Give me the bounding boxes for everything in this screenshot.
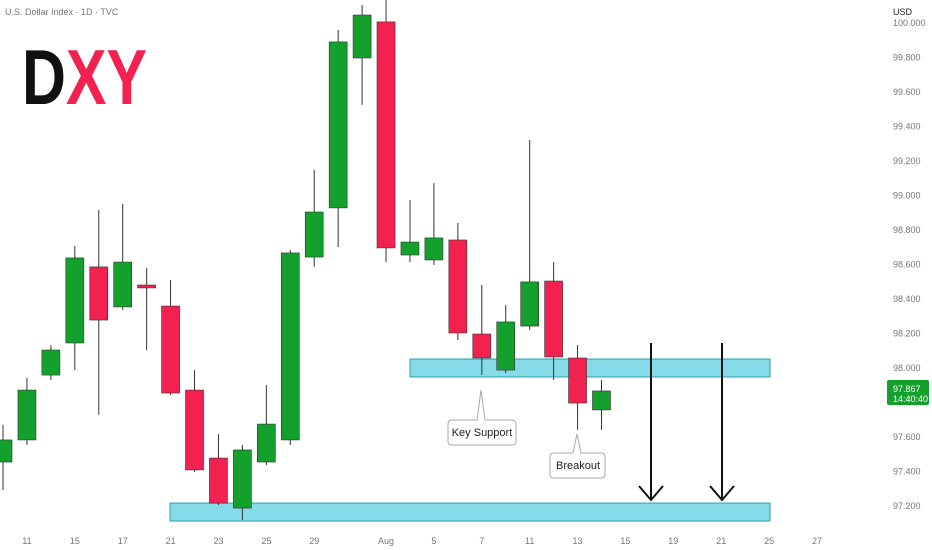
x-tick-label: 11: [525, 536, 534, 546]
chart-title: U.S. Dollar Index · 1D · TVC: [5, 7, 119, 17]
y-tick-label: 100.000: [893, 18, 926, 28]
x-tick-label: 15: [70, 536, 80, 546]
y-tick-label: 98.600: [893, 259, 921, 269]
logo-red: XY: [66, 34, 147, 121]
y-tick-label: 99.400: [893, 121, 921, 131]
candle-body: [352, 14, 372, 59]
x-tick-label: Aug: [378, 536, 394, 546]
candle-body: [472, 333, 492, 359]
y-tick-label: 97.600: [893, 432, 921, 442]
zone: [169, 502, 771, 522]
candle-body: [257, 423, 276, 463]
x-tick-label: 25: [261, 536, 271, 546]
callout-box: [549, 433, 606, 479]
callout-box: [447, 389, 517, 446]
x-tick-label: 29: [309, 536, 319, 546]
x-tick-label: 25: [764, 536, 774, 546]
price-tag-countdown: 14:40:40: [893, 394, 928, 404]
zone: [409, 358, 771, 378]
candle-body: [304, 211, 324, 258]
x-tick-label: 5: [431, 536, 436, 546]
currency: USD: [893, 7, 913, 17]
candle-body: [400, 241, 420, 256]
y-tick-label: 99.000: [893, 190, 921, 200]
x-tick-label: 15: [620, 536, 630, 546]
x-tick-label: 19: [668, 536, 678, 546]
x-tick-label: 27: [812, 536, 822, 546]
price-tag: [887, 379, 929, 405]
candle-body: [209, 457, 228, 504]
y-tick-label: 98.400: [893, 294, 921, 304]
candle-body: [544, 280, 563, 358]
price-tag-value: 97.867: [893, 384, 921, 394]
candle-body: [0, 439, 13, 463]
logo-black: D: [22, 34, 66, 121]
y-tick-label: 99.600: [893, 87, 921, 97]
callout-text: Breakout: [556, 460, 600, 472]
arrows: [638, 343, 735, 502]
x-tick-label: 11: [22, 536, 31, 546]
x-tick-label: 21: [166, 536, 176, 546]
candle-body: [113, 261, 132, 308]
candle-body: [568, 357, 587, 404]
candle-body: [448, 239, 468, 334]
candle-body: [89, 266, 109, 321]
candle-body: [17, 389, 37, 441]
x-tick-label: 13: [573, 536, 583, 546]
candle-body: [41, 349, 61, 376]
candle-body: [328, 41, 348, 209]
candle-body: [161, 305, 180, 394]
candle-body: [137, 284, 156, 289]
y-tick-label: 97.400: [893, 467, 921, 477]
y-tick-label: 98.800: [893, 225, 921, 235]
y-tick-label: 98.200: [893, 328, 921, 338]
candle-body: [65, 257, 85, 344]
y-tick-label: 99.800: [893, 52, 921, 62]
candle-body: [424, 237, 444, 261]
y-tick-label: 98.000: [893, 363, 921, 373]
x-tick-label: 23: [213, 536, 223, 546]
y-tick-label: 99.200: [893, 156, 921, 166]
candle-body: [233, 449, 252, 509]
candle-body: [496, 321, 516, 371]
y-tick-label: 97.200: [893, 501, 921, 511]
plot-area: [0, 0, 771, 522]
candle-body: [592, 390, 611, 411]
x-tick-label: 21: [716, 536, 726, 546]
callout-text: Key Support: [452, 427, 513, 439]
x-tick-label: 7: [479, 536, 484, 546]
logo: DXY: [22, 34, 147, 121]
candle-body: [376, 21, 396, 249]
candle-body: [185, 389, 204, 471]
x-tick-label: 17: [118, 536, 128, 546]
candle-body: [280, 252, 300, 441]
candle-body: [520, 281, 539, 327]
